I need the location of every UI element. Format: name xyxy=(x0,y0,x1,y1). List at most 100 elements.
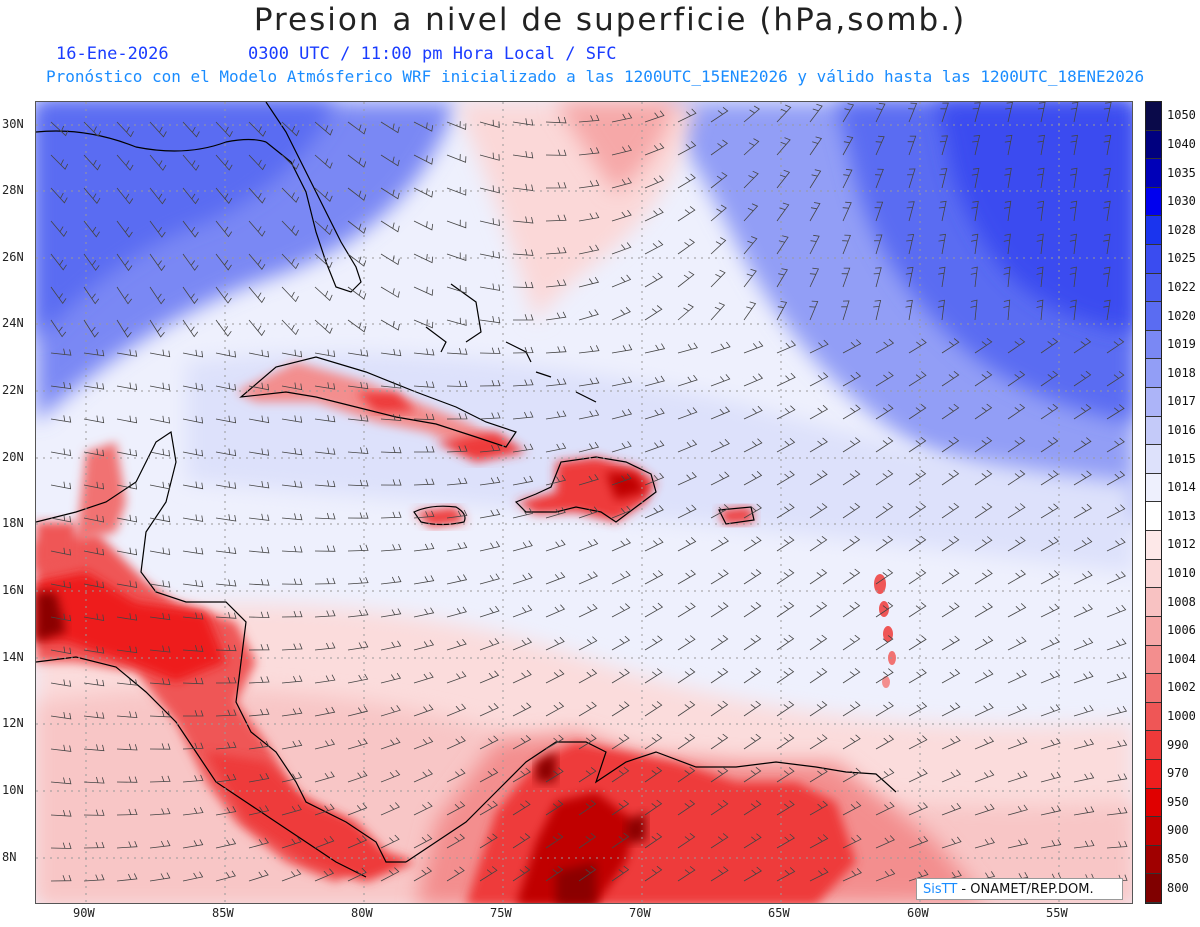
wind-barb xyxy=(842,868,862,882)
lat-label-12n: 12N xyxy=(2,716,24,730)
wind-barb xyxy=(83,679,105,687)
wind-barb xyxy=(182,220,199,238)
wind-barb xyxy=(83,415,105,424)
wind-barb xyxy=(50,187,68,204)
wind-barb xyxy=(248,481,270,489)
colorbar-segment-970 xyxy=(1146,759,1161,789)
wind-barb xyxy=(875,601,894,618)
wind-barb xyxy=(281,286,299,303)
wind-barb xyxy=(50,381,72,390)
wind-barb xyxy=(611,307,631,321)
wind-barb xyxy=(578,244,600,255)
credit-box: SisTT - ONAMET/REP.DOM. xyxy=(916,878,1123,900)
wind-barb xyxy=(347,835,368,849)
wind-barb xyxy=(776,470,795,486)
colorbar-segment-1020 xyxy=(1146,302,1161,331)
wind-barb xyxy=(347,253,367,267)
wind-barb xyxy=(149,645,171,653)
wind-barb xyxy=(182,514,204,522)
wind-barb xyxy=(149,415,171,424)
wind-barb xyxy=(809,202,821,222)
wind-barb xyxy=(248,643,270,651)
wind-barb xyxy=(578,441,600,453)
wind-barb xyxy=(970,299,978,321)
colorbar-label-1035: 1035 xyxy=(1167,165,1196,180)
wind-barb xyxy=(776,104,792,123)
wind-barb xyxy=(1106,840,1128,849)
wind-barb xyxy=(149,481,171,490)
wind-barb xyxy=(776,700,795,717)
wind-barb xyxy=(578,571,598,585)
wind-barb xyxy=(512,216,534,224)
wind-barb xyxy=(413,478,435,486)
wind-barb xyxy=(446,317,467,326)
wind-barb xyxy=(347,121,367,135)
wind-barb xyxy=(875,502,894,519)
wind-barb xyxy=(1007,670,1027,684)
wind-barb xyxy=(248,513,270,521)
wind-barb xyxy=(875,469,894,486)
wind-barb xyxy=(248,448,270,456)
wind-barb xyxy=(512,605,533,618)
wind-barb xyxy=(149,349,171,358)
wind-barb xyxy=(842,103,855,123)
wind-barb xyxy=(83,514,105,523)
wind-barb xyxy=(1103,167,1111,189)
wind-barb xyxy=(611,505,632,519)
wind-barb xyxy=(479,412,501,420)
wind-barb xyxy=(743,471,763,486)
wind-barb xyxy=(1106,437,1125,453)
wind-barb xyxy=(908,102,918,123)
wind-barb xyxy=(677,206,696,222)
wind-barb xyxy=(842,201,852,222)
wind-barb xyxy=(512,508,534,519)
wind-barb xyxy=(644,799,663,816)
wind-barb xyxy=(347,154,367,168)
wind-barb xyxy=(347,187,367,201)
wind-barb xyxy=(842,339,862,354)
wind-barb xyxy=(873,300,882,321)
wind-barb xyxy=(1106,638,1127,651)
wind-barb xyxy=(776,667,795,684)
wind-barb xyxy=(347,673,369,684)
wind-barb xyxy=(974,469,993,486)
wind-barb xyxy=(545,214,567,222)
colorbar-segment-1013 xyxy=(1146,502,1161,532)
wind-barb xyxy=(83,220,100,238)
lat-label-28n: 28N xyxy=(2,183,24,197)
colorbar-label-1016: 1016 xyxy=(1167,422,1196,437)
wind-barb xyxy=(1106,571,1126,585)
wind-barb xyxy=(875,668,894,684)
wind-barb xyxy=(644,832,663,849)
wind-barb xyxy=(809,372,829,387)
wind-barb xyxy=(50,679,72,687)
wind-barb xyxy=(776,169,791,189)
wind-barb xyxy=(809,667,828,684)
colorbar-label-1006: 1006 xyxy=(1167,623,1196,638)
wind-barb xyxy=(281,319,299,336)
wind-barb xyxy=(149,121,167,138)
wind-barb xyxy=(743,268,757,288)
wind-barb xyxy=(842,634,861,651)
wind-barb xyxy=(974,736,995,750)
wind-barb xyxy=(215,514,237,522)
wind-barb xyxy=(875,835,895,849)
wind-barb xyxy=(149,840,171,849)
wind-barb xyxy=(1106,371,1125,387)
colorbar-segment-1014 xyxy=(1146,473,1161,503)
wind-barb xyxy=(83,841,105,849)
wind-barb xyxy=(380,286,400,298)
wind-barb xyxy=(611,376,633,387)
wind-barb xyxy=(611,538,631,552)
colorbar-segment-1040 xyxy=(1146,130,1161,160)
wind-barb xyxy=(380,154,400,167)
wind-barb xyxy=(1106,705,1128,717)
lat-label-22n: 22N xyxy=(2,383,24,397)
wind-barb xyxy=(776,503,795,519)
wind-barb xyxy=(149,514,171,523)
wind-barb xyxy=(512,669,532,684)
colorbar-label-800: 800 xyxy=(1167,880,1189,895)
wind-barb xyxy=(215,806,237,816)
wind-barb xyxy=(248,708,270,717)
wind-barb xyxy=(875,535,894,552)
